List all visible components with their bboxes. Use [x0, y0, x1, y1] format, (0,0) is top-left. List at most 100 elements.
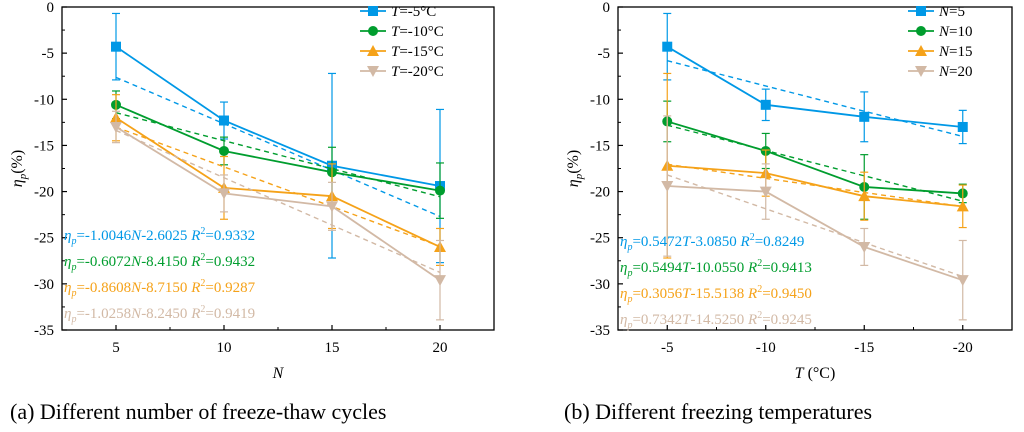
eq-r-value: =0.9432 — [205, 254, 255, 270]
eq-symbol: η — [64, 228, 71, 244]
legend-value: =10 — [949, 24, 972, 40]
eq-r-exponent: 2 — [757, 284, 762, 295]
fit-equation: ηp=0.5494T-10.0550 R2=0.9413 — [620, 258, 812, 279]
eq-coefficients: =-1.0258 — [76, 306, 131, 322]
x-tick-label: -10 — [756, 340, 776, 356]
x-axis-variable: N — [272, 365, 285, 382]
data-point — [218, 188, 230, 200]
eq-r-exponent: 2 — [757, 310, 762, 321]
y-tick-label: -10 — [590, 92, 610, 108]
legend-value: =5 — [949, 4, 965, 20]
legend: T=-5°C T=-10°C T=-15°C T=-20°C — [360, 4, 444, 80]
eq-intercept: -2.6025 — [141, 228, 191, 244]
legend-label: T=-10°C — [391, 24, 444, 40]
eq-r-value: =0.9245 — [762, 312, 812, 328]
legend-value: =15 — [949, 44, 972, 60]
eq-r-exponent: 2 — [200, 226, 205, 237]
fit-equation: ηp=-1.0046N-2.6025 R2=0.9332 — [64, 226, 255, 247]
data-point — [957, 121, 968, 132]
fit-equation: ηp=-0.8608N-8.7150 R2=0.9287 — [64, 278, 256, 299]
eq-r: R — [190, 254, 200, 270]
y-axis-label: ηp(%) — [565, 150, 585, 187]
y-axis-symbol: η — [565, 179, 582, 187]
series-4 — [110, 110, 446, 321]
legend-variable: N — [938, 4, 950, 20]
data-point — [326, 201, 338, 213]
series-line — [115, 45, 441, 187]
legend-value: =20 — [949, 64, 972, 80]
eq-symbol: η — [64, 280, 71, 296]
eq-subscript: p — [626, 320, 632, 331]
y-tick-label: -35 — [590, 323, 610, 339]
fit-line — [667, 163, 963, 208]
eq-symbol: η — [620, 234, 627, 250]
eq-r-value: =0.9450 — [762, 286, 812, 302]
eq-variable: T — [682, 286, 692, 302]
eq-coefficients: =-1.0046 — [76, 228, 131, 244]
legend-variable: N — [938, 64, 950, 80]
eq-r: R — [747, 260, 757, 276]
y-axis-label: ηp(%) — [9, 150, 29, 187]
y-tick-label: -5 — [42, 46, 55, 62]
legend-marker — [916, 6, 926, 16]
series-line — [667, 185, 964, 282]
y-axis-symbol: η — [9, 179, 26, 187]
y-tick-label: 0 — [47, 0, 55, 16]
data-point — [662, 41, 673, 52]
fit-line — [115, 76, 441, 218]
x-axis-label: T (°C) — [795, 365, 836, 382]
legend-label: T=-15°C — [391, 44, 444, 60]
legend-label: T=-20°C — [391, 64, 444, 80]
data-point — [858, 241, 871, 253]
x-axis-label: N — [272, 365, 285, 382]
legend-value: =-15°C — [399, 44, 443, 60]
caption-panel-b: (b) Different freezing temperatures — [564, 399, 873, 424]
eq-r-exponent: 2 — [200, 304, 205, 315]
y-tick-label: 0 — [603, 0, 611, 16]
fit-line — [667, 60, 963, 138]
fit-line — [667, 124, 963, 202]
y-tick-label: -15 — [34, 138, 54, 154]
chart-panel-a: 0-5-10-15-20-25-30-355 10 15 20Nηp(%)T=-5°C… — [9, 0, 495, 382]
y-tick-label: -30 — [590, 277, 610, 293]
series-3 — [110, 94, 446, 266]
legend-label: N=10 — [938, 24, 972, 40]
eq-r: R — [747, 312, 757, 328]
series-line — [666, 45, 963, 128]
series-4 — [661, 115, 969, 321]
legend-variable: T — [391, 4, 401, 20]
eq-symbol: η — [620, 286, 627, 302]
x-tick-label: -5 — [661, 340, 674, 356]
eq-r-exponent: 2 — [200, 278, 205, 289]
x-tick-label: -15 — [854, 340, 874, 356]
legend-marker — [915, 45, 927, 56]
x-axis-unit: (°C) — [804, 365, 836, 382]
fit-equation: ηp=0.5472T-3.0850 R2=0.8249 — [620, 232, 804, 253]
eq-r-value: =0.9419 — [205, 306, 255, 322]
eq-intercept: -15.5138 — [691, 286, 749, 302]
eq-intercept: -8.7150 — [141, 280, 191, 296]
y-tick-label: -30 — [34, 277, 54, 293]
data-point — [956, 200, 969, 212]
eq-intercept: -14.5250 — [691, 312, 749, 328]
fit-line — [115, 129, 441, 274]
legend-value: =-5°C — [399, 4, 436, 20]
y-axis-subscript: p — [17, 173, 29, 180]
series-line — [115, 116, 441, 248]
fit-equation: ηp=-0.6072N-8.4150 R2=0.9432 — [64, 252, 255, 273]
data-point — [434, 275, 446, 287]
legend-value: =-20°C — [399, 64, 443, 80]
legend-marker — [367, 45, 379, 56]
x-axis-variable: T — [795, 365, 805, 382]
eq-r: R — [740, 234, 750, 250]
eq-intercept: -8.4150 — [141, 254, 191, 270]
eq-subscript: p — [70, 262, 76, 273]
y-tick-label: -20 — [34, 185, 54, 201]
data-point — [435, 185, 445, 196]
legend-value: =-10°C — [399, 24, 443, 40]
legend-marker — [367, 66, 379, 77]
y-tick-label: -35 — [34, 323, 54, 339]
eq-symbol: η — [64, 254, 71, 270]
eq-symbol: η — [620, 260, 627, 276]
eq-variable: T — [682, 312, 692, 328]
